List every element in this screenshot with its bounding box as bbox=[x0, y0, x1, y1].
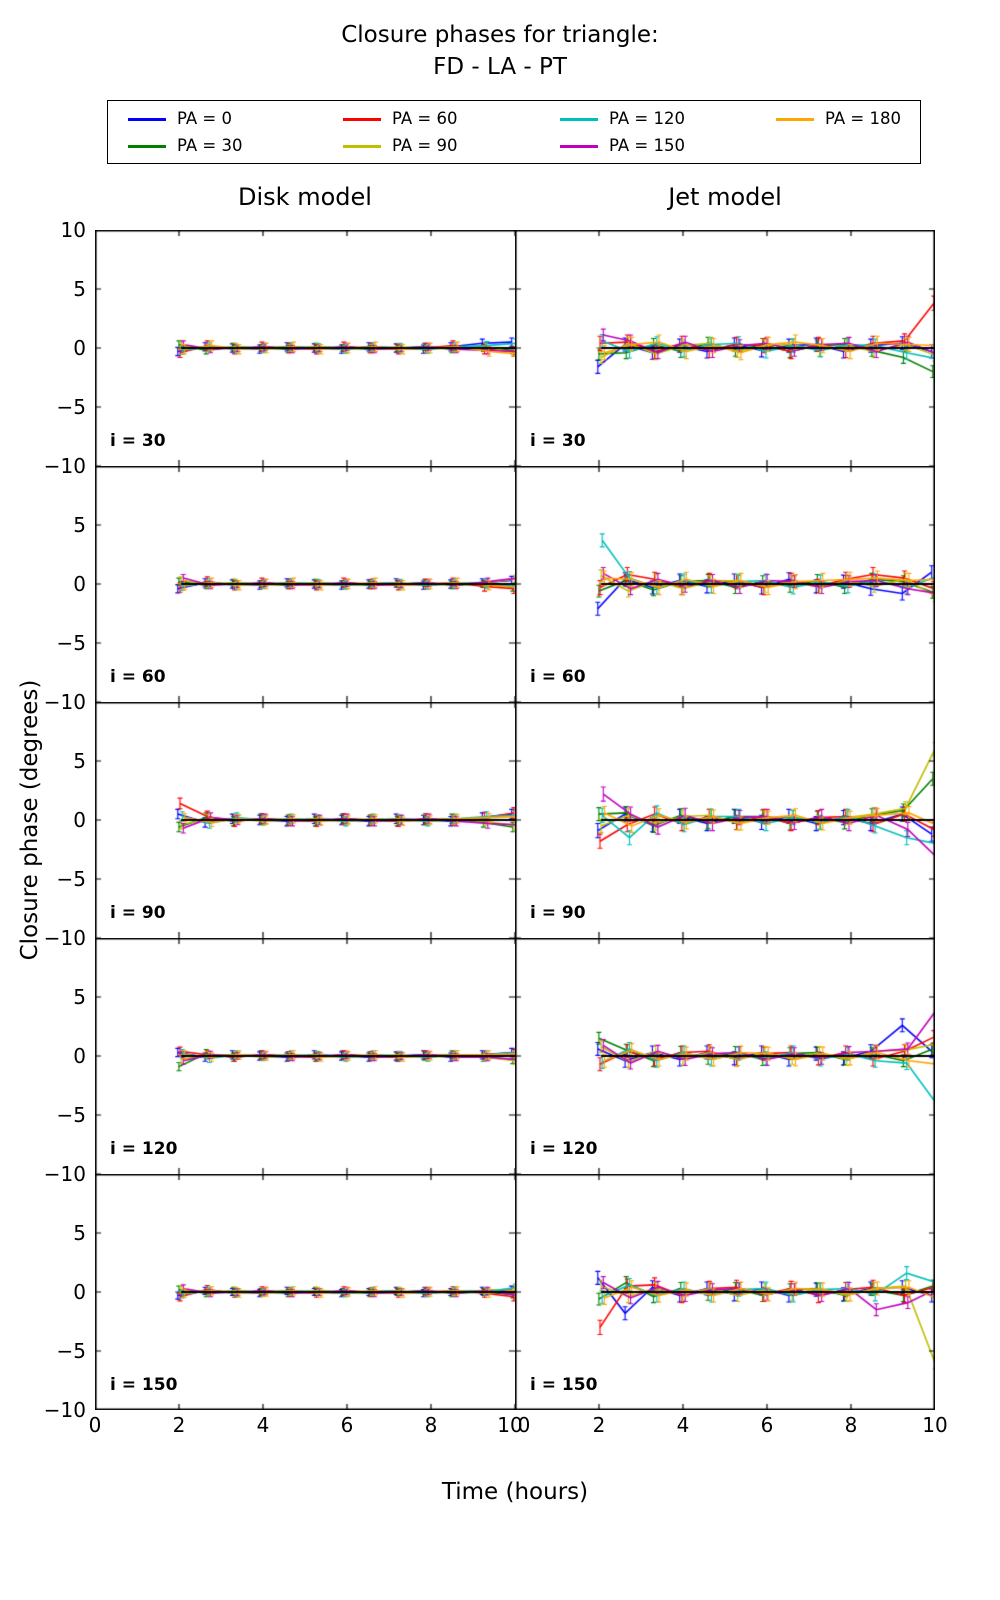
y-tick-label: 0 bbox=[73, 336, 86, 360]
panel-canvas bbox=[515, 938, 935, 1174]
y-tick-label: 5 bbox=[73, 513, 86, 537]
y-tick-label: −5 bbox=[56, 867, 86, 891]
legend-label: PA = 180 bbox=[825, 109, 901, 128]
inclination-label: i = 90 bbox=[110, 903, 166, 923]
y-tick-label: 0 bbox=[73, 808, 86, 832]
legend-entry: PA = 90 bbox=[343, 137, 458, 155]
panel-canvas bbox=[95, 938, 515, 1174]
figure-title-line2: FD - LA - PT bbox=[433, 54, 567, 80]
x-tick-label: 8 bbox=[424, 1413, 438, 1437]
legend-entry: PA = 60 bbox=[343, 110, 458, 128]
panel-jet-i60: i = 60 bbox=[515, 466, 935, 702]
legend-label: PA = 150 bbox=[609, 136, 685, 155]
y-tick-label: 5 bbox=[73, 985, 86, 1009]
inclination-label: i = 30 bbox=[110, 431, 166, 451]
y-tick-label: −5 bbox=[56, 631, 86, 655]
panel-disk-i60: i = 60 bbox=[95, 466, 515, 702]
plot-grid: i = 30 i = 30 i = 60 i = 60 i = 90 i = 9… bbox=[95, 230, 935, 1410]
figure-title-line1: Closure phases for triangle: bbox=[341, 22, 659, 48]
panel-jet-i90: i = 90 bbox=[515, 702, 935, 938]
y-tick-label: −10 bbox=[43, 926, 86, 950]
inclination-label: i = 60 bbox=[110, 667, 166, 687]
panel-jet-i30: i = 30 bbox=[515, 230, 935, 466]
x-tick-label: 0 bbox=[517, 1413, 531, 1437]
y-tick-label: 5 bbox=[73, 1221, 86, 1245]
y-tick-label: −5 bbox=[56, 1103, 86, 1127]
legend-label: PA = 0 bbox=[177, 109, 232, 128]
x-tick-label: 0 bbox=[88, 1413, 102, 1437]
y-tick-label: −10 bbox=[43, 1162, 86, 1186]
y-tick-label: 10 bbox=[60, 218, 86, 242]
panel-canvas bbox=[95, 230, 515, 466]
y-tick-label: 5 bbox=[73, 749, 86, 773]
x-tick-label: 4 bbox=[676, 1413, 690, 1437]
panel-canvas bbox=[95, 702, 515, 938]
panel-canvas bbox=[95, 1174, 515, 1410]
legend: PA = 0 PA = 30 PA = 60 PA = 90 PA = 120 PA = … bbox=[107, 100, 921, 164]
legend-label: PA = 120 bbox=[609, 109, 685, 128]
panel-canvas bbox=[515, 230, 935, 466]
legend-line-sample-icon bbox=[128, 117, 166, 121]
panel-jet-i150: i = 150 bbox=[515, 1174, 935, 1410]
legend-label: PA = 60 bbox=[392, 109, 458, 128]
legend-label: PA = 90 bbox=[392, 136, 458, 155]
inclination-label: i = 60 bbox=[530, 667, 586, 687]
legend-entry: PA = 120 bbox=[560, 110, 685, 128]
legend-line-sample-icon bbox=[560, 117, 598, 121]
panel-disk-i30: i = 30 bbox=[95, 230, 515, 466]
panel-canvas bbox=[515, 1174, 935, 1410]
y-tick-label: 0 bbox=[73, 572, 86, 596]
legend-entry: PA = 0 bbox=[128, 110, 232, 128]
y-tick-label: 5 bbox=[73, 277, 86, 301]
panel-canvas bbox=[515, 466, 935, 702]
inclination-label: i = 150 bbox=[110, 1375, 178, 1395]
legend-line-sample-icon bbox=[560, 144, 598, 148]
y-tick-label: −10 bbox=[43, 690, 86, 714]
y-tick-label: −10 bbox=[43, 1398, 86, 1422]
inclination-label: i = 30 bbox=[530, 431, 586, 451]
x-axis-label: Time (hours) bbox=[441, 1479, 589, 1505]
legend-line-sample-icon bbox=[343, 117, 381, 121]
legend-line-sample-icon bbox=[776, 117, 814, 121]
x-tick-label: 2 bbox=[592, 1413, 606, 1437]
panel-disk-i90: i = 90 bbox=[95, 702, 515, 938]
panel-canvas bbox=[95, 466, 515, 702]
x-tick-label: 2 bbox=[172, 1413, 186, 1437]
y-tick-label: 0 bbox=[73, 1044, 86, 1068]
column-title-jet: Jet model bbox=[668, 183, 782, 211]
panel-disk-i150: i = 150 bbox=[95, 1174, 515, 1410]
x-tick-label: 6 bbox=[760, 1413, 774, 1437]
legend-entry: PA = 150 bbox=[560, 137, 685, 155]
panel-jet-i120: i = 120 bbox=[515, 938, 935, 1174]
inclination-label: i = 120 bbox=[530, 1139, 598, 1159]
inclination-label: i = 120 bbox=[110, 1139, 178, 1159]
x-tick-label: 8 bbox=[844, 1413, 858, 1437]
panel-disk-i120: i = 120 bbox=[95, 938, 515, 1174]
y-tick-label: −10 bbox=[43, 454, 86, 478]
panel-canvas bbox=[515, 702, 935, 938]
legend-entry: PA = 30 bbox=[128, 137, 243, 155]
x-tick-label: 6 bbox=[340, 1413, 354, 1437]
x-tick-label: 4 bbox=[256, 1413, 270, 1437]
y-tick-label: −5 bbox=[56, 1339, 86, 1363]
legend-line-sample-icon bbox=[128, 144, 166, 148]
x-tick-label: 10 bbox=[497, 1413, 523, 1437]
legend-line-sample-icon bbox=[343, 144, 381, 148]
column-title-disk: Disk model bbox=[238, 183, 372, 211]
x-tick-label: 10 bbox=[922, 1413, 948, 1437]
y-tick-label: 0 bbox=[73, 1280, 86, 1304]
legend-label: PA = 30 bbox=[177, 136, 243, 155]
inclination-label: i = 150 bbox=[530, 1375, 598, 1395]
y-tick-label: −5 bbox=[56, 395, 86, 419]
inclination-label: i = 90 bbox=[530, 903, 586, 923]
legend-entry: PA = 180 bbox=[776, 110, 901, 128]
